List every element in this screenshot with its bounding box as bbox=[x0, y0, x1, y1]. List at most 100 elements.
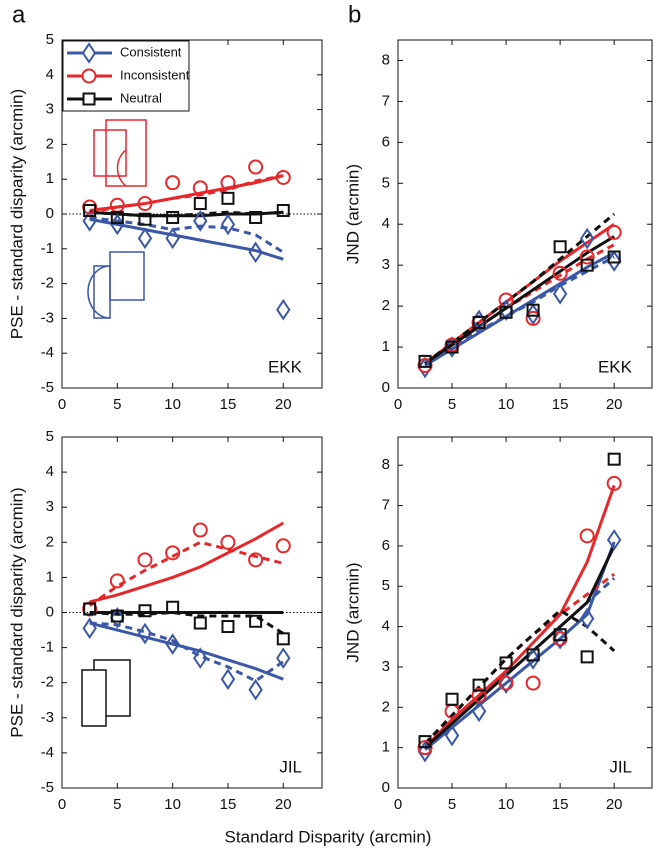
data-point bbox=[580, 258, 594, 272]
x-axis-label: Standard Disparity (arcmin) bbox=[225, 827, 432, 846]
data-point bbox=[220, 213, 236, 236]
y-tick-label: 2 bbox=[382, 297, 390, 314]
data-point bbox=[193, 616, 207, 630]
data-point bbox=[472, 678, 486, 692]
data-point bbox=[417, 356, 433, 379]
x-tick-label: 10 bbox=[164, 396, 181, 413]
data-point bbox=[165, 227, 180, 250]
data-point bbox=[418, 354, 432, 368]
y-tick-label: 0 bbox=[382, 779, 390, 796]
panel-label: b bbox=[348, 1, 361, 28]
data-point bbox=[471, 700, 487, 723]
x-tick-label: 5 bbox=[448, 396, 456, 413]
data-point bbox=[165, 545, 181, 561]
legend-marker bbox=[81, 68, 97, 84]
y-tick-label: 5 bbox=[46, 428, 54, 445]
y-tick-label: 1 bbox=[46, 568, 54, 585]
legend-marker bbox=[81, 42, 97, 64]
data-point bbox=[109, 573, 125, 589]
data-point bbox=[249, 210, 263, 224]
y-tick-label: 1 bbox=[382, 338, 390, 355]
y-tick-label: 5 bbox=[46, 31, 54, 48]
y-tick-label: 2 bbox=[46, 135, 54, 152]
legend-label: Consistent bbox=[120, 44, 182, 59]
x-tick-label: 20 bbox=[606, 396, 623, 413]
data-point bbox=[166, 210, 180, 224]
y-tick-label: -4 bbox=[41, 344, 54, 361]
fit-line bbox=[89, 621, 284, 681]
x-tick-label: 10 bbox=[498, 396, 515, 413]
y-tick-label: -5 bbox=[41, 779, 54, 796]
y-tick-label: 0 bbox=[46, 205, 54, 222]
data-point bbox=[417, 740, 433, 763]
subject-label: JIL bbox=[609, 757, 632, 776]
y-axis-label: PSE - standard disparity (arcmin) bbox=[7, 487, 26, 737]
y-tick-label: 0 bbox=[46, 603, 54, 620]
x-tick-label: 15 bbox=[552, 396, 569, 413]
fit-line bbox=[424, 235, 615, 365]
y-tick-label: 8 bbox=[382, 456, 390, 473]
y-tick-label: 1 bbox=[46, 170, 54, 187]
data-point bbox=[472, 315, 486, 329]
x-tick-label: 20 bbox=[275, 396, 292, 413]
data-point bbox=[248, 241, 263, 264]
data-point bbox=[137, 622, 153, 645]
data-point bbox=[607, 250, 621, 264]
data-point bbox=[220, 175, 236, 191]
data-point bbox=[220, 534, 236, 550]
data-point bbox=[110, 606, 125, 629]
y-axis-label: JND (arcmin) bbox=[343, 164, 362, 264]
data-point bbox=[82, 210, 97, 232]
y-tick-label: 2 bbox=[382, 698, 390, 715]
x-tick-label: 5 bbox=[448, 796, 456, 813]
data-point bbox=[445, 692, 459, 706]
data-point bbox=[579, 607, 595, 630]
data-point bbox=[526, 303, 540, 317]
data-point bbox=[525, 310, 541, 326]
data-point bbox=[165, 175, 181, 191]
data-point bbox=[248, 159, 264, 175]
x-tick-label: 15 bbox=[552, 796, 569, 813]
legend-label: Inconsistent bbox=[120, 67, 190, 82]
x-tick-label: 5 bbox=[113, 396, 121, 413]
data-point bbox=[580, 650, 594, 664]
y-tick-label: -3 bbox=[41, 309, 54, 326]
fit-line bbox=[89, 217, 284, 261]
data-point bbox=[498, 675, 514, 691]
x-tick-label: 5 bbox=[113, 796, 121, 813]
data-point bbox=[137, 196, 153, 212]
fit-line-dashed bbox=[89, 215, 285, 254]
data-point bbox=[82, 617, 97, 640]
data-point bbox=[499, 656, 513, 670]
data-point bbox=[248, 678, 263, 701]
y-tick-label: 3 bbox=[46, 498, 54, 515]
data-point bbox=[552, 265, 568, 281]
data-point bbox=[552, 283, 568, 305]
panel-label: a bbox=[12, 1, 26, 28]
data-point bbox=[193, 197, 207, 211]
data-point bbox=[606, 250, 622, 272]
y-tick-label: 4 bbox=[46, 463, 54, 480]
data-point bbox=[579, 227, 595, 250]
y-tick-label: 4 bbox=[382, 215, 390, 232]
x-tick-label: 0 bbox=[394, 796, 402, 813]
data-point bbox=[220, 668, 236, 690]
y-tick-label: -3 bbox=[41, 709, 54, 726]
data-point bbox=[276, 647, 291, 669]
data-point bbox=[138, 604, 152, 618]
legend-marker bbox=[82, 92, 96, 106]
data-point bbox=[525, 303, 541, 326]
y-tick-label: 7 bbox=[382, 92, 390, 109]
y-tick-label: 7 bbox=[382, 497, 390, 514]
data-point bbox=[83, 204, 97, 218]
data-point bbox=[579, 249, 595, 265]
y-tick-label: -1 bbox=[41, 639, 54, 656]
data-point bbox=[275, 169, 291, 185]
data-point bbox=[553, 628, 567, 642]
data-point bbox=[137, 227, 153, 250]
data-point bbox=[276, 204, 290, 218]
subject-label: JIL bbox=[279, 757, 302, 776]
fit-line bbox=[424, 541, 616, 751]
data-point bbox=[276, 632, 290, 646]
